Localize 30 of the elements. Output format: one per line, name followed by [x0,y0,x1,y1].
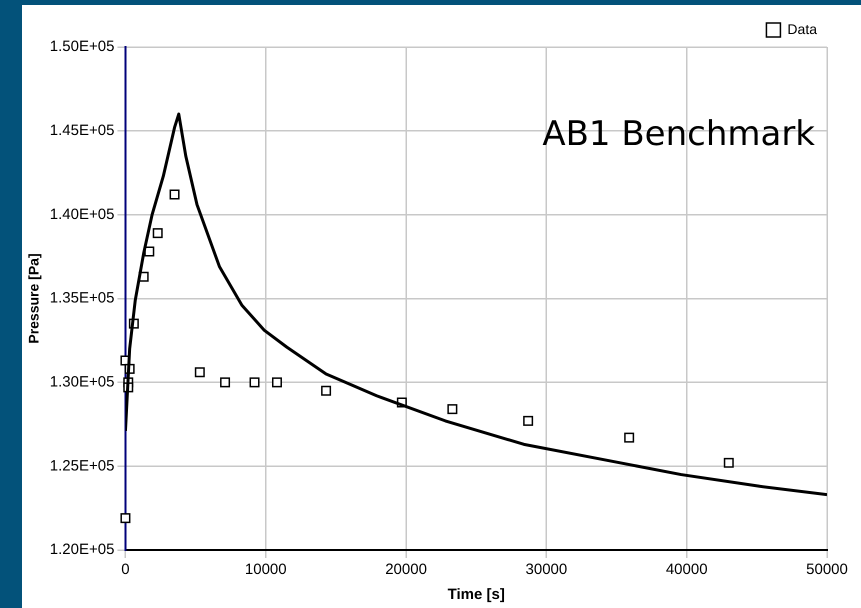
y-tick-label: 1.35E+05 [50,290,114,307]
y-tick-label: 1.40E+05 [50,206,114,223]
point [447,404,458,414]
y-tick-label: 1.50E+05 [50,38,114,56]
y-tick-label: 1.30E+05 [50,373,114,390]
y-tick-label: 1.25E+05 [50,457,114,474]
x-tick-label: 50000 [806,561,848,578]
point [194,367,205,378]
y-tick-label: 1.45E+05 [50,122,114,139]
y-tick-label: 1.20E+05 [50,541,114,558]
point [321,386,332,396]
x-tick-label: 0 [121,561,130,578]
point [523,416,534,426]
point [120,513,130,524]
point [220,377,230,388]
x-tick-label: 20000 [385,561,427,578]
point [170,190,180,200]
point [724,458,734,468]
point [250,377,260,388]
x-axis-title: Time [s] [448,586,505,604]
x-tick-label: 40000 [666,561,708,578]
point [272,377,282,388]
legend-label: Data [787,20,818,37]
point [624,432,634,443]
x-tick-label: 10000 [244,561,287,578]
x-tick-label: 30000 [526,561,568,578]
point [152,228,163,238]
point [144,246,154,257]
y-axis-title: Pressure [Pa] [25,253,42,344]
annotation: AB1 Benchmark [542,114,816,154]
